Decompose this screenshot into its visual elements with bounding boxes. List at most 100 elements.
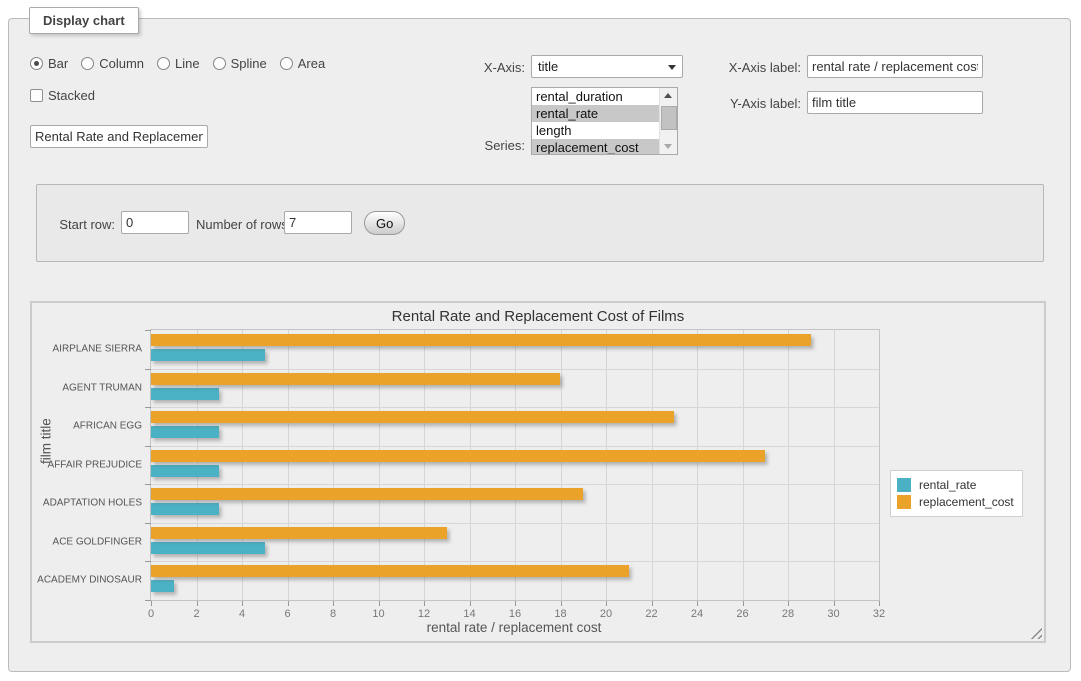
radio-icon: [213, 57, 226, 70]
series-scrollbar[interactable]: [659, 88, 677, 154]
scroll-down-button[interactable]: [660, 139, 677, 154]
bar-rental_rate: [151, 388, 219, 400]
x-tick-mark: [379, 601, 380, 606]
x-tick-label: 10: [372, 608, 384, 620]
category-label: ACADEMY DINOSAUR: [32, 575, 142, 586]
x-tick-mark: [424, 601, 425, 606]
chart-type-radio-spline[interactable]: Spline: [213, 56, 267, 71]
y-tick-mark: [145, 330, 151, 331]
gridline: [288, 330, 289, 600]
chart-type-radio-column[interactable]: Column: [81, 56, 144, 71]
legend-label: replacement_cost: [919, 495, 1014, 509]
gridline: [151, 407, 879, 408]
chart-title-input[interactable]: [30, 125, 208, 148]
x-tick-label: 14: [463, 608, 475, 620]
radio-label: Line: [175, 56, 200, 71]
x-tick-label: 18: [554, 608, 566, 620]
x-tick-mark: [697, 601, 698, 606]
x-axis-select[interactable]: title: [531, 55, 683, 78]
x-tick-label: 24: [691, 608, 703, 620]
x-tick-label: 6: [284, 608, 290, 620]
series-listbox[interactable]: rental_durationrental_ratelengthreplacem…: [531, 87, 678, 155]
category-label: AGENT TRUMAN: [32, 382, 142, 393]
category-label: AFFAIR PREJUDICE: [32, 459, 142, 470]
bar-rental_rate: [151, 349, 265, 361]
bar-replacement_cost: [151, 450, 765, 462]
gridline: [606, 330, 607, 600]
radio-label: Bar: [48, 56, 68, 71]
radio-icon: [157, 57, 170, 70]
num-rows-input[interactable]: [284, 211, 352, 234]
chart-type-radio-bar[interactable]: Bar: [30, 56, 68, 71]
scrollbar-thumb[interactable]: [661, 106, 677, 130]
go-button[interactable]: Go: [364, 211, 405, 235]
x-tick-label: 22: [645, 608, 657, 620]
x-tick-mark: [288, 601, 289, 606]
gridline: [242, 330, 243, 600]
series-option-rental_duration[interactable]: rental_duration: [532, 88, 660, 105]
x-tick-mark: [788, 601, 789, 606]
gridline: [652, 330, 653, 600]
series-options: rental_durationrental_ratelengthreplacem…: [532, 88, 660, 154]
fieldset-legend: Display chart: [29, 7, 139, 34]
bar-replacement_cost: [151, 411, 674, 423]
x-tick-label: 30: [827, 608, 839, 620]
x-tick-label: 2: [193, 608, 199, 620]
x-axis-label-label: X-Axis label:: [676, 60, 801, 75]
start-row-label: Start row:: [0, 217, 115, 232]
chart-legend: rental_rate replacement_cost: [890, 470, 1023, 517]
legend-item: rental_rate: [897, 477, 1014, 493]
x-tick-label: 26: [736, 608, 748, 620]
bar-replacement_cost: [151, 334, 811, 346]
gridline: [333, 330, 334, 600]
series-option-length[interactable]: length: [532, 122, 660, 139]
x-tick-mark: [470, 601, 471, 606]
gridline: [151, 446, 879, 447]
y-tick-mark: [145, 407, 151, 408]
radio-label: Area: [298, 56, 325, 71]
legend-item: replacement_cost: [897, 494, 1014, 510]
gridline: [151, 484, 879, 485]
chart-type-radio-area[interactable]: Area: [280, 56, 325, 71]
bar-replacement_cost: [151, 565, 629, 577]
x-tick-mark: [333, 601, 334, 606]
x-tick-label: 4: [239, 608, 245, 620]
x-tick-mark: [652, 601, 653, 606]
category-label: ADAPTATION HOLES: [32, 498, 142, 509]
stacked-checkbox[interactable]: Stacked: [30, 88, 95, 103]
y-axis-label-input[interactable]: [807, 91, 983, 114]
y-tick-mark: [145, 369, 151, 370]
y-axis-label-label: Y-Axis label:: [676, 96, 801, 111]
scroll-up-button[interactable]: [660, 88, 677, 103]
x-axis-label-input[interactable]: [807, 55, 983, 78]
start-row-input[interactable]: [121, 211, 189, 234]
stacked-label: Stacked: [48, 88, 95, 103]
series-option-rental_rate[interactable]: rental_rate: [532, 105, 660, 122]
bar-rental_rate: [151, 503, 219, 515]
x-tick-label: 28: [782, 608, 794, 620]
y-tick-mark: [145, 523, 151, 524]
bar-replacement_cost: [151, 527, 447, 539]
gridline: [151, 561, 879, 562]
x-axis-selected-value: title: [538, 59, 558, 74]
chart-type-radio-line[interactable]: Line: [157, 56, 200, 71]
gridline: [379, 330, 380, 600]
screen: Display chart Bar Column Line Spline Area St…: [0, 0, 1081, 681]
gridline: [697, 330, 698, 600]
bar-rental_rate: [151, 542, 265, 554]
resize-grip-icon[interactable]: [1030, 627, 1042, 639]
x-tick-mark: [242, 601, 243, 606]
legend-swatch: [897, 478, 911, 492]
x-tick-label: 12: [418, 608, 430, 620]
gridline: [515, 330, 516, 600]
radio-label: Spline: [231, 56, 267, 71]
series-option-replacement_cost[interactable]: replacement_cost: [532, 139, 660, 155]
chevron-down-icon: [668, 65, 676, 70]
x-axis-title: rental rate / replacement cost: [150, 620, 878, 635]
gridline: [743, 330, 744, 600]
x-tick-mark: [151, 601, 152, 606]
category-label: AIRPLANE SIERRA: [32, 344, 142, 355]
bar-replacement_cost: [151, 373, 560, 385]
gridline: [151, 369, 879, 370]
x-tick-mark: [197, 601, 198, 606]
